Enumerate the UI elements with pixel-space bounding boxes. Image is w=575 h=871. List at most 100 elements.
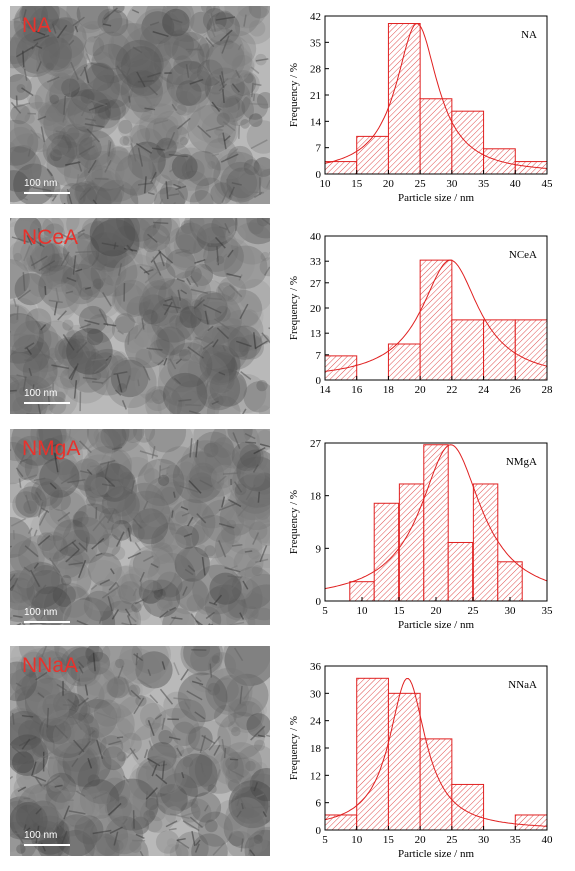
- y-tick-label: 30: [310, 688, 322, 700]
- tem-image-nmga: NMgA 100 nm: [10, 429, 270, 625]
- x-tick-label: 30: [446, 178, 458, 190]
- x-tick-label: 14: [320, 384, 332, 396]
- x-tick-label: 15: [351, 178, 363, 190]
- x-tick-label: 22: [446, 384, 457, 396]
- scale-bar-label: 100 nm: [24, 607, 57, 618]
- histogram-bar: [448, 542, 472, 601]
- y-tick-label: 40: [310, 231, 322, 243]
- histogram-bar: [388, 693, 420, 830]
- x-tick-label: 35: [510, 834, 522, 846]
- tem-sample-label: NA: [22, 14, 51, 38]
- y-tick-label: 14: [310, 116, 322, 128]
- x-tick-label: 26: [510, 384, 522, 396]
- x-tick-label: 35: [478, 178, 490, 190]
- y-tick-label: 13: [310, 328, 322, 340]
- x-tick-label: 40: [510, 178, 522, 190]
- histogram-bar: [388, 344, 420, 380]
- y-tick-label: 36: [310, 661, 322, 673]
- y-tick-label: 0: [316, 596, 322, 608]
- y-tick-label: 35: [310, 37, 322, 49]
- x-tick-label: 20: [383, 178, 395, 190]
- x-tick-label: 35: [542, 605, 554, 617]
- histogram-bar: [424, 445, 448, 601]
- y-tick-label: 24: [310, 716, 322, 728]
- scale-bar: [24, 402, 70, 404]
- y-axis-label: Frequency / %: [288, 276, 300, 340]
- x-tick-label: 45: [542, 178, 554, 190]
- panel-na: NA 100 nm 10 15 20 25 30 35 40 45 0 7 14 21 28 35 42 Pa…: [0, 0, 575, 210]
- legend-label: NA: [521, 29, 537, 41]
- x-tick-label: 30: [505, 605, 517, 617]
- x-tick-label: 15: [394, 605, 406, 617]
- histogram-bar: [515, 320, 547, 380]
- x-axis-label: Particle size / nm: [398, 848, 475, 860]
- y-tick-label: 18: [310, 491, 322, 503]
- x-tick-label: 10: [320, 178, 332, 190]
- histogram-bar: [452, 784, 484, 830]
- scale-bar-label: 100 nm: [24, 830, 57, 841]
- scale-bar: [24, 192, 70, 194]
- x-tick-label: 10: [351, 834, 363, 846]
- y-tick-label: 12: [310, 770, 321, 782]
- histogram-bar: [498, 562, 522, 601]
- y-tick-label: 9: [316, 543, 322, 555]
- x-tick-label: 28: [542, 384, 554, 396]
- x-tick-label: 24: [478, 384, 490, 396]
- y-tick-label: 28: [310, 64, 322, 76]
- y-tick-label: 7: [316, 143, 322, 155]
- histogram-svg: 10 15 20 25 30 35 40 45 0 7 14 21 28 35 42 Particle siz…: [285, 6, 570, 210]
- y-axis-label: Frequency / %: [288, 490, 300, 554]
- tem-image-nnaa: NNaA 100 nm: [10, 646, 270, 856]
- y-tick-label: 33: [310, 256, 322, 268]
- histogram-bar: [325, 815, 357, 830]
- tem-sample-label: NCeA: [22, 226, 78, 250]
- y-axis-label: Frequency / %: [288, 63, 300, 127]
- x-axis-label: Particle size / nm: [398, 619, 475, 631]
- histogram-bar: [473, 484, 497, 601]
- legend-label: NNaA: [508, 679, 537, 691]
- x-tick-label: 15: [383, 834, 395, 846]
- y-tick-label: 7: [316, 350, 322, 362]
- x-tick-label: 20: [431, 605, 443, 617]
- histogram-bar: [420, 99, 452, 174]
- x-tick-label: 25: [446, 834, 458, 846]
- x-tick-label: 16: [351, 384, 363, 396]
- x-tick-label: 18: [383, 384, 395, 396]
- histogram-bar: [452, 111, 484, 174]
- histogram-bar: [388, 24, 420, 174]
- y-tick-label: 21: [310, 90, 321, 102]
- x-tick-label: 20: [415, 384, 427, 396]
- x-axis-label: Particle size / nm: [398, 192, 475, 204]
- tem-sample-label: NMgA: [22, 437, 80, 461]
- x-tick-label: 5: [322, 834, 328, 846]
- histogram-bar: [357, 136, 389, 174]
- tem-sample-label: NNaA: [22, 654, 78, 678]
- histogram-na: 10 15 20 25 30 35 40 45 0 7 14 21 28 35 42 Particle siz…: [285, 6, 570, 210]
- x-tick-label: 10: [357, 605, 369, 617]
- y-tick-label: 18: [310, 743, 322, 755]
- scale-bar: [24, 621, 70, 623]
- histogram-bar: [452, 320, 484, 380]
- scale-bar: [24, 844, 70, 846]
- histogram-bar: [325, 162, 357, 174]
- histogram-bar: [515, 815, 547, 830]
- histogram-bar: [374, 503, 398, 601]
- legend-label: NMgA: [506, 456, 537, 468]
- y-tick-label: 0: [316, 169, 322, 181]
- x-tick-label: 25: [415, 178, 427, 190]
- scale-bar-label: 100 nm: [24, 178, 57, 189]
- legend-label: NCeA: [509, 249, 537, 261]
- y-axis-label: Frequency / %: [288, 716, 300, 780]
- scale-bar-label: 100 nm: [24, 388, 57, 399]
- x-tick-label: 5: [322, 605, 328, 617]
- histogram-bar: [420, 739, 452, 830]
- y-tick-label: 42: [310, 11, 321, 23]
- y-tick-label: 6: [316, 798, 322, 810]
